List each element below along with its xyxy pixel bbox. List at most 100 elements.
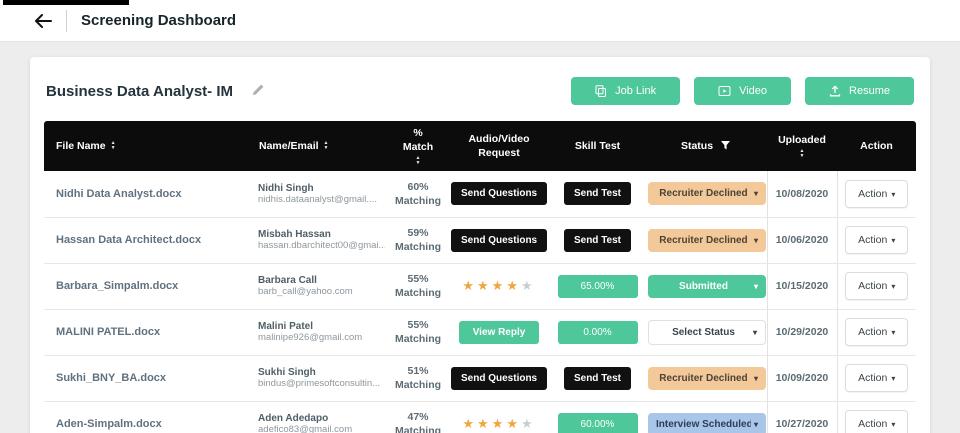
star-icon[interactable]: ★ (462, 416, 478, 431)
video-button[interactable]: Video (694, 77, 792, 105)
candidate-email: nidhis.dataanalyst@gmail.... (258, 193, 377, 205)
send-questions-button[interactable]: Send Questions (451, 228, 548, 252)
person-cell: Aden Adedapo adefico83@gmail.com (254, 401, 389, 433)
skill-test-cell: Send Test (551, 355, 644, 402)
status-dropdown[interactable]: Recruiter Declined ▾ (648, 182, 766, 206)
star-icon[interactable]: ★ (477, 416, 492, 431)
match-percent: 55% Matching (389, 263, 447, 310)
status-dropdown[interactable]: Select Status ▾ (648, 319, 766, 345)
action-cell: Action ▾ (837, 263, 916, 310)
status-dropdown[interactable]: Recruiter Declined ▾ (648, 366, 766, 390)
chevron-down-icon: ▾ (891, 189, 896, 199)
uploaded-date: 10/15/2020 (766, 263, 838, 310)
arrow-left-icon (35, 13, 52, 28)
audio-video-cell: Send Questions (447, 217, 551, 264)
star-icon[interactable]: ★ (462, 278, 478, 293)
candidate-name: Sukhi Singh (258, 367, 316, 378)
chevron-down-icon: ▾ (891, 236, 896, 245)
sort-icon[interactable]: ▲ ▼ (415, 155, 421, 167)
sort-icon[interactable]: ▲ ▼ (799, 148, 805, 160)
file-name[interactable]: Hassan Data Architect.docx (44, 217, 254, 264)
uploaded-date: 10/29/2020 (766, 309, 838, 356)
send-questions-button[interactable]: Send Questions (451, 182, 548, 206)
table-row: MALINI PATEL.docx Malini Patel malinipe9… (44, 309, 916, 356)
candidates-table: File Name ▲ ▼ Name/Email ▲ ▼ % Match ▲ ▼ Audio… (44, 121, 916, 433)
view-reply-button[interactable]: View Reply (458, 320, 540, 344)
file-name[interactable]: Aden-Simpalm.docx (44, 401, 254, 433)
star-icon[interactable]: ★ (520, 416, 536, 431)
table-header: File Name ▲ ▼ Name/Email ▲ ▼ % Match ▲ ▼ Audio… (44, 121, 916, 171)
resume-label: Resume (849, 85, 890, 97)
window-artifact-strip (3, 0, 129, 5)
match-percent: 47% Matching (389, 401, 447, 433)
action-dropdown[interactable]: Action ▾ (845, 410, 909, 433)
send-test-button[interactable]: Send Test (563, 228, 632, 252)
score-badge: 60.00% (557, 412, 638, 433)
file-name[interactable]: Barbara_Simpalm.docx (44, 263, 254, 310)
sort-icon[interactable]: ▲ ▼ (110, 140, 116, 152)
status-cell: Recruiter Declined ▾ (644, 355, 767, 402)
candidate-email: adefico83@gmail.com (258, 424, 353, 433)
back-button[interactable] (34, 13, 52, 28)
status-dropdown[interactable]: Interview Scheduled ▾ (648, 412, 766, 433)
action-dropdown[interactable]: Action ▾ (845, 272, 909, 300)
uploaded-date: 10/09/2020 (766, 355, 838, 402)
star-icon[interactable]: ★ (477, 278, 492, 293)
table-row: Sukhi_BNY_BA.docx Sukhi Singh bindus@pri… (44, 355, 916, 402)
score-badge: 65.00% (557, 274, 638, 298)
status-dropdown[interactable]: Submitted ▾ (648, 274, 766, 298)
person-cell: Nidhi Singh nidhis.dataanalyst@gmail.... (254, 171, 389, 218)
file-name[interactable]: Sukhi_BNY_BA.docx (44, 355, 254, 402)
send-test-button[interactable]: Send Test (563, 366, 632, 390)
send-questions-button[interactable]: Send Questions (451, 366, 548, 390)
person-cell: Misbah Hassan hassan.dbarchitect00@gmai.… (254, 217, 389, 264)
skill-test-cell: 0.00% (551, 309, 644, 356)
skill-test-cell: 65.00% (551, 263, 644, 310)
col-name-email[interactable]: Name/Email ▲ ▼ (254, 121, 389, 171)
status-dropdown[interactable]: Recruiter Declined ▾ (648, 228, 766, 252)
uploaded-date: 10/06/2020 (766, 217, 838, 264)
divider (66, 9, 67, 32)
star-rating[interactable]: ★★★★★ (462, 416, 535, 431)
star-icon[interactable]: ★ (491, 278, 507, 293)
filter-icon[interactable] (721, 141, 731, 151)
file-name[interactable]: MALINI PATEL.docx (44, 309, 254, 356)
chevron-down-icon: ▾ (753, 281, 758, 291)
skill-test-cell: Send Test (551, 171, 644, 218)
action-dropdown[interactable]: Action ▾ (845, 318, 909, 346)
star-icon[interactable]: ★ (506, 278, 521, 293)
star-icon[interactable]: ★ (506, 416, 521, 431)
col-match[interactable]: % Match ▲ ▼ (389, 121, 447, 171)
table-row: Barbara_Simpalm.docx Barbara Call barb_c… (44, 263, 916, 310)
file-name[interactable]: Nidhi Data Analyst.docx (44, 171, 254, 218)
star-icon[interactable]: ★ (520, 278, 536, 293)
col-uploaded[interactable]: Uploaded ▲ ▼ (767, 121, 837, 171)
edit-job-title-button[interactable] (251, 83, 265, 100)
pencil-icon (252, 84, 264, 95)
star-icon[interactable]: ★ (491, 416, 507, 431)
star-rating[interactable]: ★★★★★ (462, 278, 535, 293)
job-link-label: Job Link (615, 85, 657, 97)
chevron-down-icon: ▾ (891, 282, 896, 291)
job-link-button[interactable]: Job Link (571, 77, 681, 105)
action-dropdown[interactable]: Action ▾ (845, 179, 909, 208)
action-cell: Action ▾ (837, 355, 916, 402)
candidate-name: Nidhi Singh (258, 182, 314, 194)
action-cell: Action ▾ (837, 217, 916, 264)
video-icon (718, 86, 731, 96)
sort-icon[interactable]: ▲ ▼ (323, 140, 329, 152)
send-test-button[interactable]: Send Test (563, 182, 632, 206)
match-percent: 60% Matching (389, 171, 447, 218)
skill-test-cell: Send Test (551, 217, 644, 264)
status-cell: Interview Scheduled ▾ (644, 401, 767, 433)
topbar: Screening Dashboard (0, 0, 960, 42)
action-dropdown[interactable]: Action ▾ (845, 364, 909, 392)
candidate-name: Aden Adedapo (258, 413, 329, 424)
col-file-name[interactable]: File Name ▲ ▼ (44, 121, 254, 171)
chevron-down-icon: ▾ (753, 189, 758, 199)
col-status[interactable]: Status (644, 121, 767, 171)
action-dropdown[interactable]: Action ▾ (845, 226, 909, 254)
resume-button[interactable]: Resume (805, 77, 914, 105)
video-label: Video (739, 85, 768, 97)
candidate-name: Malini Patel (258, 321, 314, 332)
